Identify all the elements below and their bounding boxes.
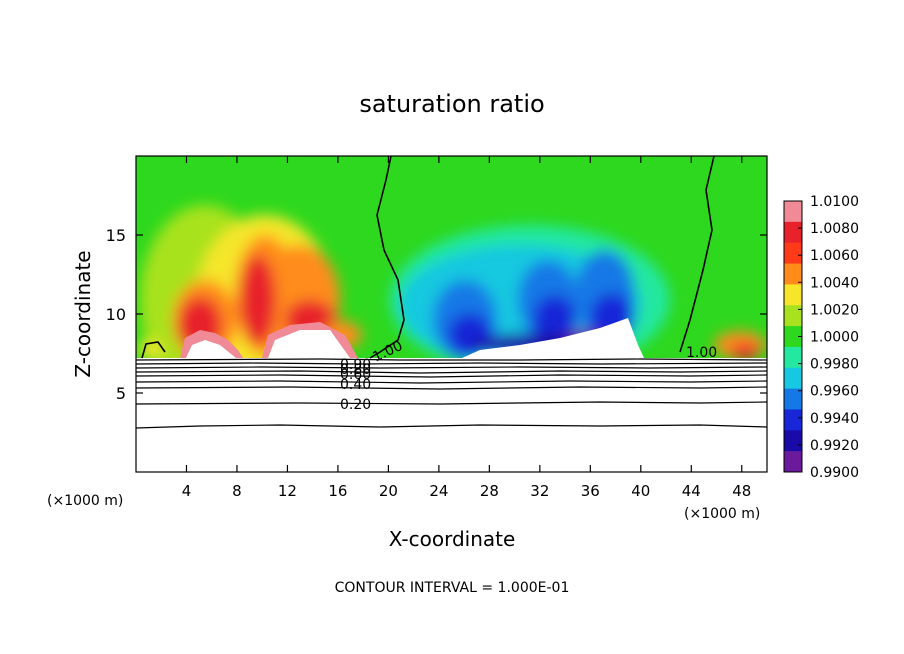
colorbar	[783, 200, 803, 473]
x-tick-label: 8	[232, 482, 242, 500]
colorbar-tick-label: 1.0020	[810, 302, 859, 318]
x-tick-label: 40	[631, 482, 650, 500]
contour-label: 0.90	[340, 357, 371, 373]
y-axis-ticks: 5 10 15	[106, 226, 767, 403]
y-tick-label: 10	[106, 305, 126, 324]
lower-contours	[135, 358, 768, 429]
colorbar-swatch	[784, 451, 802, 473]
y-tick-label: 15	[106, 226, 126, 245]
x-tick-label: 20	[379, 482, 398, 500]
x-tick-label: 16	[328, 482, 347, 500]
colorbar-tick-label: 1.0000	[810, 330, 859, 346]
colorbar-swatch	[784, 409, 802, 431]
colorbar-tick-label: 0.9940	[810, 411, 859, 427]
x-axis-title: X-coordinate	[389, 527, 516, 551]
colorbar-tick-label: 1.0060	[810, 248, 859, 264]
x-tick-label: 32	[530, 482, 549, 500]
contour-label: 0.20	[340, 397, 371, 413]
saturation-field	[136, 156, 767, 358]
x-tick-label: 4	[182, 482, 192, 500]
contour-label: 1.00	[686, 345, 717, 361]
colorbar-swatch	[784, 326, 802, 348]
x-tick-label: 12	[278, 482, 297, 500]
x-tick-label: 36	[581, 482, 600, 500]
colorbar-swatch	[784, 284, 802, 306]
colorbar-swatch	[784, 346, 802, 369]
z-unit-label: (×1000 m)	[47, 493, 123, 509]
colorbar-tick-label: 0.9980	[810, 357, 859, 373]
contour-label: 0.40	[340, 377, 371, 393]
colorbar-tick-label: 0.9960	[810, 384, 859, 400]
colorbar-tick-label: 0.9900	[810, 465, 859, 481]
contour-interval-note: CONTOUR INTERVAL = 1.000E-01	[335, 580, 570, 596]
colorbar-swatch	[784, 201, 802, 223]
colorbar-swatch	[784, 388, 802, 410]
x-tick-label: 28	[480, 482, 499, 500]
colorbar-tick-label: 1.0080	[810, 221, 859, 237]
contour-label: 0.80	[340, 362, 371, 378]
colorbar-swatch	[784, 221, 802, 244]
y-tick-label: 5	[116, 384, 126, 403]
y-axis-title: Z-coordinate	[71, 250, 95, 377]
x-tick-label: 24	[429, 482, 448, 500]
colorbar-tick-labels: 1.0100 1.0080 1.0060 1.0040 1.0020 1.0000 0.99…	[798, 194, 859, 481]
colorbar-tick-label: 1.0040	[810, 275, 859, 291]
colorbar-swatch	[784, 263, 802, 285]
x-axis-ticks: 4 8 12 16 20 24 28 32 36 40 44 48	[182, 156, 751, 500]
colorbar-tick-label: 1.0100	[810, 194, 859, 210]
contour-1-00	[141, 155, 715, 359]
chart-title: saturation ratio	[359, 90, 544, 118]
x-tick-label: 44	[682, 482, 701, 500]
colorbar-swatch	[784, 242, 802, 265]
colorbar-swatch	[784, 430, 802, 452]
colorbar-tick-label: 0.9920	[810, 438, 859, 454]
colorbar-swatch	[784, 305, 802, 327]
x-tick-label: 48	[732, 482, 751, 500]
contour-label: 0.60	[340, 367, 371, 383]
x-unit-label: (×1000 m)	[684, 506, 760, 522]
colorbar-swatch	[784, 367, 802, 390]
